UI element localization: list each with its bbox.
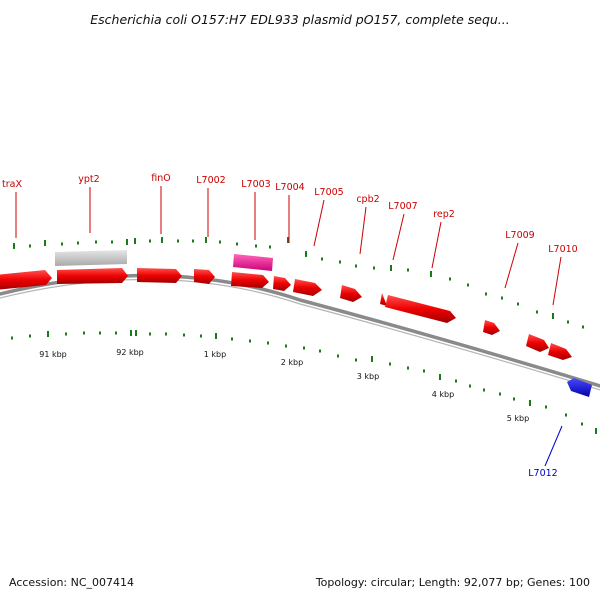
gene-label-ypt2[interactable]: ypt2 — [78, 174, 99, 185]
kbp-label-2: 1 kbp — [204, 350, 226, 359]
gene-label-L7012[interactable]: L7012 — [528, 468, 557, 479]
kbp-label-5: 4 kbp — [432, 390, 454, 399]
kbp-label-0: 91 kbp — [39, 350, 67, 359]
gene-L7005[interactable] — [293, 279, 322, 296]
gene-L7004[interactable] — [273, 276, 291, 291]
gene-L7003-highlight[interactable] — [233, 254, 273, 271]
gene-cpb2-stub[interactable] — [380, 293, 387, 306]
gene-L7010[interactable] — [548, 343, 572, 360]
gene-cpb2[interactable] — [385, 295, 456, 323]
gene-labels: traX ypt2 finO L7002 L7003 L7004 L7005 cpb2 L700… — [2, 173, 578, 479]
gene-label-L7007[interactable]: L7007 — [388, 201, 417, 212]
map-title: Escherichia coli O157:H7 EDL933 plasmid … — [90, 12, 509, 27]
leader-line-L7010 — [552, 256, 562, 306]
gene-label-L7002[interactable]: L7002 — [196, 175, 225, 186]
accession-text: Accession: NC_007414 — [9, 576, 134, 589]
leader-line-L7012 — [544, 425, 563, 467]
gene-rep2[interactable] — [483, 320, 500, 335]
leader-line-rep2 — [431, 221, 442, 269]
gene-L7012[interactable] — [567, 378, 592, 397]
gene-label-L7009[interactable]: L7009 — [505, 230, 534, 241]
leader-line-L7007 — [392, 213, 405, 261]
gene-track — [0, 250, 592, 397]
kbp-label-6: 5 kbp — [507, 414, 529, 423]
gene-L7005b[interactable] — [340, 285, 362, 302]
gene-finO[interactable] — [137, 268, 182, 283]
gene-label-finO[interactable]: finO — [151, 173, 170, 184]
outer-tick-row — [13, 237, 584, 329]
gene-label-L7003[interactable]: L7003 — [241, 179, 270, 190]
leader-line-L7005 — [313, 199, 325, 247]
backbone-arc-shadow — [0, 278, 600, 391]
leader-line-L7009 — [504, 242, 519, 289]
gene-label-L7004[interactable]: L7004 — [275, 182, 304, 193]
label-leader-lines — [15, 186, 563, 467]
kbp-label-3: 2 kbp — [281, 358, 303, 367]
gene-label-rep2[interactable]: rep2 — [433, 209, 455, 220]
gene-ypt2-pseudo[interactable] — [55, 250, 127, 266]
gene-label-L7005[interactable]: L7005 — [314, 187, 343, 198]
gene-L7003[interactable] — [231, 272, 269, 288]
gene-ypt2[interactable] — [57, 268, 128, 284]
gene-L7009[interactable] — [526, 334, 549, 352]
kbp-label-1: 92 kbp — [116, 348, 144, 357]
kbp-labels: 91 kbp 92 kbp 1 kbp 2 kbp 3 kbp 4 kbp 5 kbp — [39, 348, 529, 423]
leader-line-cpb2 — [359, 206, 367, 255]
kbp-label-4: 3 kbp — [357, 372, 379, 381]
gene-label-traX[interactable]: traX — [2, 179, 22, 190]
gene-traX[interactable] — [0, 270, 52, 290]
gene-label-L7010[interactable]: L7010 — [548, 244, 577, 255]
gene-label-cpb2[interactable]: cpb2 — [356, 194, 379, 205]
gene-L7002[interactable] — [194, 269, 215, 284]
inner-tick-row — [11, 330, 597, 434]
topology-summary: Topology: circular; Length: 92,077 bp; G… — [315, 576, 590, 589]
